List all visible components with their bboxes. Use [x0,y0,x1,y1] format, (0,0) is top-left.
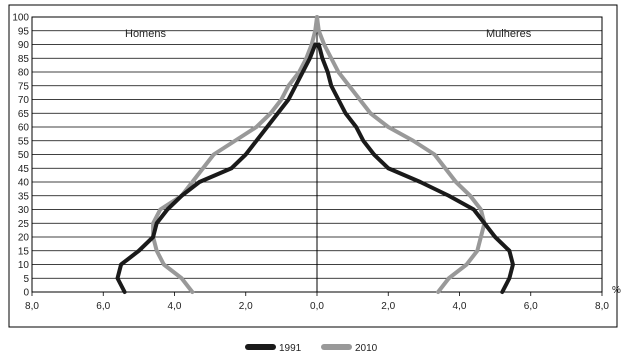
y-tick-label: 35 [18,191,30,202]
legend-label: 1991 [279,343,302,354]
y-tick-label: 65 [18,109,30,120]
series-line-2010-homens [151,15,319,294]
y-tick-label: 30 [18,205,30,216]
y-tick-label: 60 [18,123,30,134]
x-tick-label: 8,0 [25,301,39,312]
x-tick-label: 8,0 [595,301,609,312]
y-tick-label: 45 [18,164,30,175]
y-tick-label: 70 [18,95,30,106]
right-group-label: Mulheres [486,28,532,40]
y-tick-label: 90 [18,40,30,51]
y-tick-label: 55 [18,136,30,147]
y-tick-label: 100 [12,13,29,24]
y-tick-label: 75 [18,81,30,92]
x-tick-label: 2,0 [239,301,253,312]
series-line-1991-homens [115,42,318,294]
y-tick-label: 80 [18,68,30,79]
x-unit-label: % [612,285,621,296]
x-tick-label: 6,0 [96,301,110,312]
y-tick-label: 25 [18,219,30,230]
x-tick-label: 4,0 [168,301,182,312]
y-tick-label: 95 [18,26,30,37]
series-line-2010-mulheres [315,15,487,294]
legend: 1991 2010 [245,343,378,354]
left-group-label: Homens [125,28,166,40]
y-tick-label: 10 [18,260,30,271]
series-lines [115,15,515,294]
y-tick-label: 40 [18,178,30,189]
x-tick-label: 4,0 [453,301,467,312]
y-tick-label: 85 [18,54,30,65]
series-line-1991-mulheres [316,42,515,294]
x-tick-label: 2,0 [381,301,395,312]
legend-label: 2010 [355,343,378,354]
y-tick-label: 15 [18,246,30,257]
x-tick-label: 6,0 [524,301,538,312]
x-tick-label: 0,0 [310,301,324,312]
y-axis-ticks: 0 5 10 15 20 25 30 35 40 45 50 55 60 65 70 75 80 85 90 95 10… [12,13,29,299]
chart-frame [8,4,618,328]
y-tick-label: 20 [18,233,30,244]
y-tick-label: 5 [23,274,29,285]
y-tick-label: 50 [18,150,30,161]
y-tick-label: 0 [23,288,29,299]
x-axis-ticks: 8,0 6,0 4,0 2,0 0,0 2,0 4,0 6,0 8,0 [25,292,609,312]
